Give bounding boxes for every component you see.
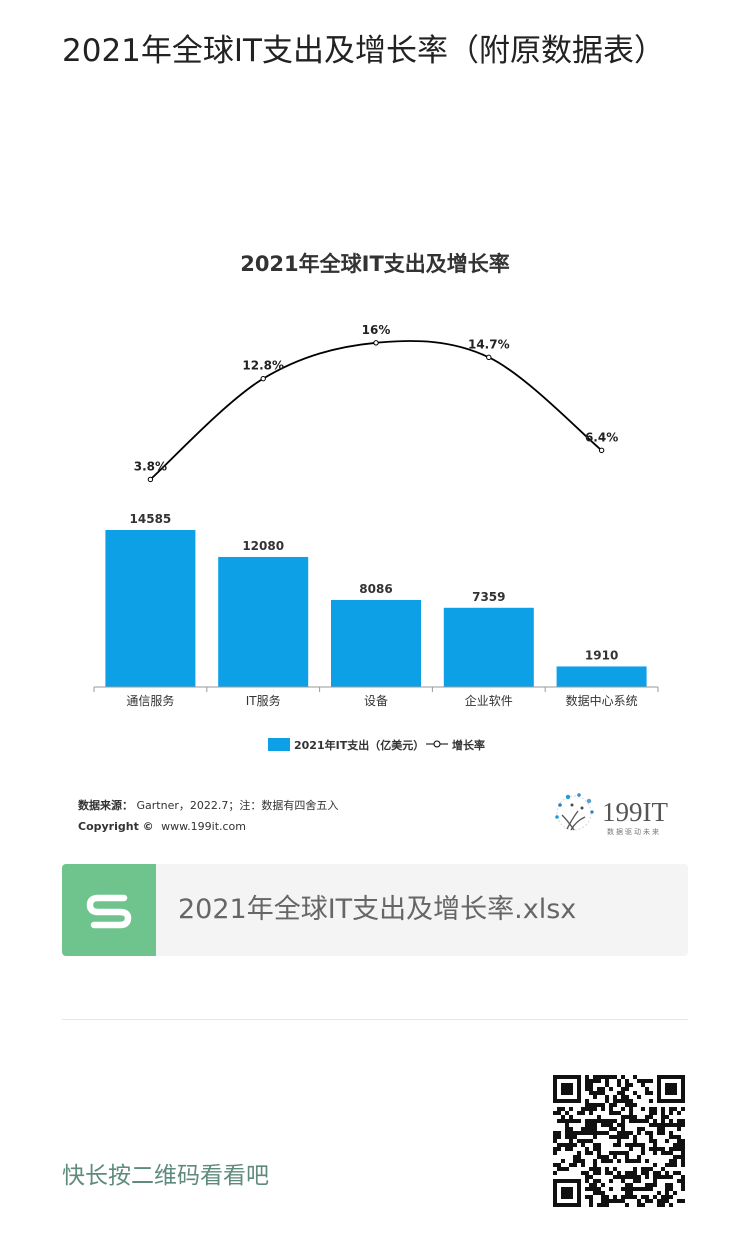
- attachment-file-name[interactable]: 2021年全球IT支出及增长率.xlsx: [178, 894, 577, 925]
- growth-value-label: 6.4%: [585, 430, 618, 444]
- source-text: Gartner，2022.7；注：数据有四舍五入: [137, 798, 339, 812]
- growth-value-label: 3.8%: [134, 459, 167, 473]
- growth-point: [598, 447, 605, 454]
- growth-point: [486, 354, 492, 361]
- chart-svg: 2021年全球IT支出及增长率 3.8% 12.8% 16% 14.7% 6.4% 14…: [78, 252, 668, 836]
- growth-value-label: 12.8%: [242, 359, 284, 373]
- growth-value-label: 16%: [362, 323, 391, 337]
- chart: 2021年全球IT支出及增长率 3.8% 12.8% 16% 14.7% 6.4% 14…: [62, 225, 688, 855]
- attachment-card[interactable]: 2021年全球IT支出及增长率.xlsx: [62, 864, 688, 956]
- bar-value-label: 14585: [130, 512, 172, 526]
- source-block: 数据来源： Gartner，2022.7；注：数据有四舍五入 Copyright…: [78, 798, 338, 833]
- qr-hint-text: 快长按二维码看看吧: [62, 1163, 269, 1189]
- x-tick-label: 数据中心系统: [566, 693, 638, 708]
- x-tick-label: 企业软件: [465, 693, 513, 708]
- bar-value-label: 12080: [242, 539, 284, 553]
- growth-line-layer: 3.8% 12.8% 16% 14.7% 6.4%: [134, 323, 618, 483]
- bar-value-label: 8086: [359, 582, 392, 596]
- source-label: 数据来源：: [78, 798, 133, 812]
- bar: [218, 556, 309, 687]
- bar-layer: 14585 12080 8086 7359 1910: [105, 512, 647, 687]
- brand-logo: 199IT 数据驱动未来: [555, 793, 668, 836]
- brand-tagline: 数据驱动未来: [607, 827, 661, 836]
- legend-bar-label: 2021年IT支出（亿美元）: [294, 738, 424, 752]
- divider: [62, 1019, 688, 1020]
- svg-text:Copyright © www.199it.: Copyright © www.199it.com: [78, 820, 246, 833]
- growth-point: [260, 375, 266, 382]
- bar: [105, 530, 196, 687]
- growth-line: [149, 340, 603, 481]
- x-tick-label: 通信服务: [126, 693, 174, 708]
- bar: [331, 599, 421, 687]
- chart-title: 2021年全球IT支出及增长率: [240, 252, 510, 276]
- legend: 2021年IT支出（亿美元） 增长率: [268, 738, 485, 752]
- svg-text:数据来源： Gartner，2022.7；注: 数据来源： Gartner，2022.7；注：数据有四舍五入: [78, 798, 338, 812]
- growth-value-label: 14.7%: [468, 337, 510, 351]
- x-tick-label: IT服务: [246, 693, 281, 708]
- copyright-text: www.199it.com: [161, 820, 246, 833]
- bar-value-label: 1910: [585, 648, 618, 662]
- qr-code-icon[interactable]: [553, 1075, 685, 1207]
- legend-bar-swatch: [268, 738, 290, 751]
- s-letter-glyph: [86, 894, 132, 929]
- growth-point: [373, 340, 379, 346]
- brand-name: 199IT: [602, 797, 668, 827]
- copyright-label: Copyright ©: [78, 820, 154, 833]
- x-tick-label: 设备: [364, 694, 388, 708]
- bar: [443, 607, 534, 687]
- bar: [556, 666, 647, 687]
- article-title: 2021年全球IT支出及增长率（附原数据表）: [62, 33, 665, 69]
- legend-line-marker: [433, 740, 441, 748]
- x-axis: 通信服务 IT服务 设备 企业软件 数据中心系统: [93, 686, 659, 708]
- bar-value-label: 7359: [472, 590, 505, 604]
- growth-point: [147, 476, 154, 483]
- dandelion-icon: [555, 793, 594, 831]
- spreadsheet-s-icon: [62, 864, 156, 956]
- legend-line-label: 增长率: [452, 738, 485, 752]
